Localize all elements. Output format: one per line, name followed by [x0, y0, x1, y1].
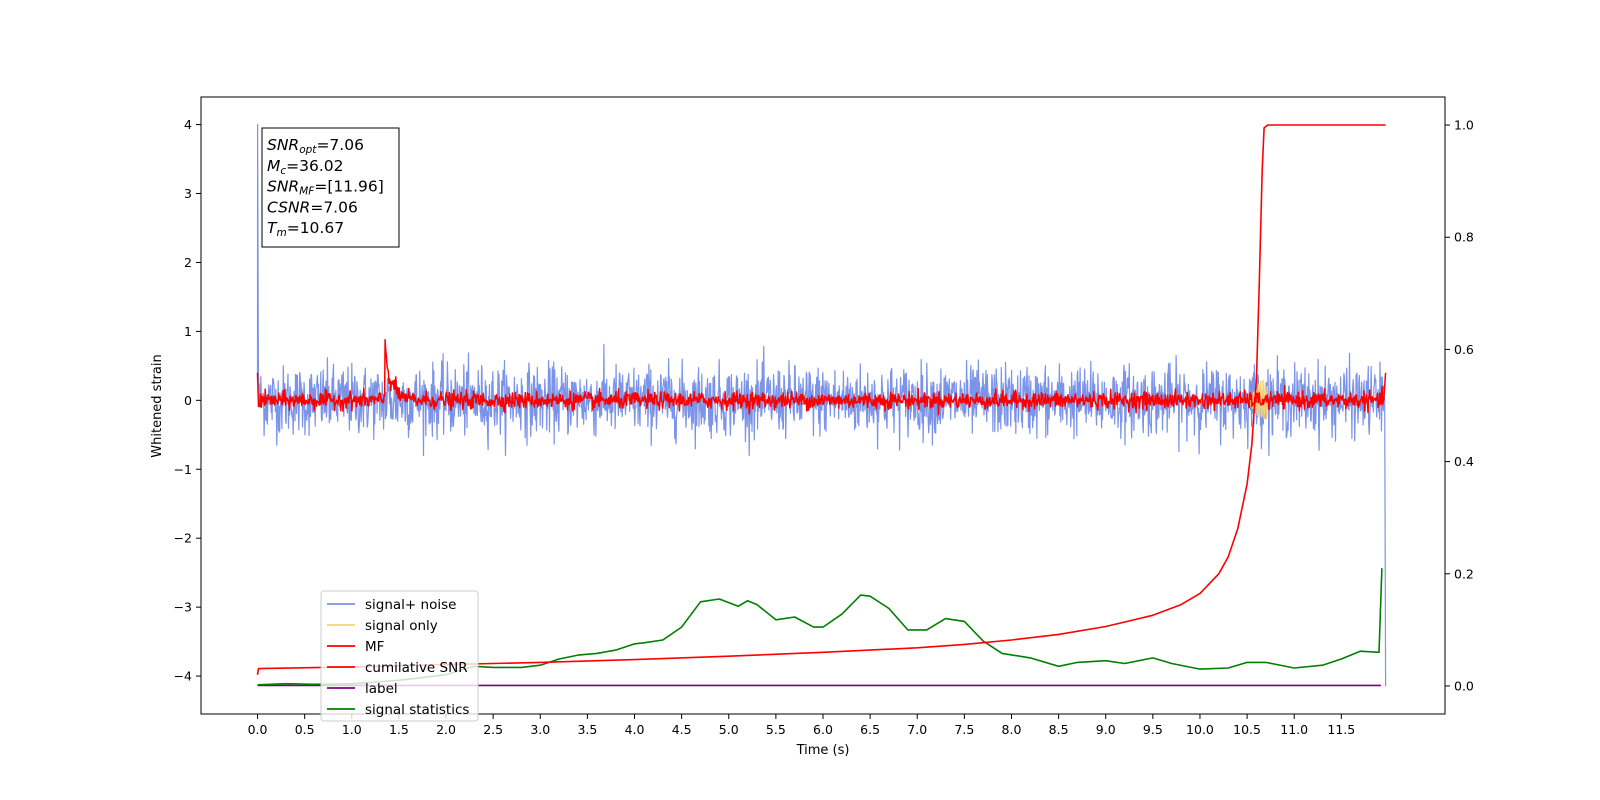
series-mf [256, 339, 1387, 416]
y-tick-label: 0 [184, 393, 192, 408]
x-tick-label: 4.0 [625, 722, 645, 737]
legend-label: cumilative SNR [365, 660, 468, 676]
annotation-value: =[11.96] [314, 178, 383, 196]
x-tick-label: 7.0 [907, 722, 927, 737]
annotation-value: =7.06 [316, 136, 364, 154]
annotation-line: CSNR=7.06 [267, 198, 358, 216]
legend: signal+ noise signal only MF cumilative SNR… [320, 590, 479, 722]
annotation-box: SNRopt=7.06Mc=36.02SNRMF=[11.96]CSNR=7.0… [261, 127, 400, 248]
annotation-sub: c [280, 165, 286, 177]
y2-tick-label: 0.4 [1454, 454, 1474, 469]
y-tick-label: −2 [174, 531, 192, 546]
series-signal-statistics [257, 568, 1383, 686]
annotation-line: SNRopt=7.06 [267, 136, 364, 156]
y-axis-left: 4 3 2 1 0 −2 −3 −4 −1 [174, 117, 201, 684]
annotation-value: =36.02 [286, 157, 343, 175]
annotation-var: M [267, 157, 280, 175]
x-tick-label: 8.5 [1049, 722, 1069, 737]
x-tick-label: 10.5 [1233, 722, 1261, 737]
annotation-sub: opt [299, 144, 317, 156]
x-tick-label: 2.5 [483, 722, 503, 737]
y-axis-label: Whitened strain [150, 354, 165, 457]
y-tick-label: 3 [184, 186, 192, 201]
y-axis-right: 1.0 0.8 0.6 0.4 0.2 0.0 [1445, 118, 1474, 693]
x-tick-label: 9.0 [1096, 722, 1116, 737]
y2-tick-label: 0.2 [1454, 566, 1474, 581]
legend-label: label [365, 681, 398, 697]
x-tick-label: 3.5 [577, 722, 597, 737]
y-tick-label: 1 [184, 324, 192, 339]
series-cumulative-snr [256, 124, 1386, 675]
legend-label: signal+ noise [365, 597, 456, 613]
y-tick-label: −1 [174, 462, 192, 477]
y2-tick-label: 0.8 [1454, 230, 1474, 245]
y-tick-label: 4 [184, 117, 192, 132]
annotation-line: Mc=36.02 [267, 157, 344, 177]
annotation-line: SNRMF=[11.96] [267, 178, 384, 198]
y-tick-label: −3 [174, 600, 192, 615]
y2-tick-label: 0.0 [1454, 678, 1474, 693]
x-tick-label: 9.5 [1143, 722, 1163, 737]
x-axis-label: Time (s) [796, 743, 850, 758]
y2-tick-label: 0.6 [1454, 342, 1474, 357]
annotation-sub: MF [299, 186, 315, 198]
x-tick-label: 10.0 [1186, 722, 1214, 737]
x-tick-label: 0.5 [295, 722, 315, 737]
legend-label: MF [365, 639, 384, 655]
x-tick-label: 1.0 [342, 722, 362, 737]
x-tick-label: 7.5 [954, 722, 974, 737]
annotation-var: CSNR [267, 198, 310, 216]
annotation-line: Tm=10.67 [267, 219, 344, 239]
x-tick-label: 5.5 [766, 722, 786, 737]
x-tick-label: 2.0 [436, 722, 456, 737]
x-tick-label: 11.0 [1280, 722, 1308, 737]
x-tick-label: 1.5 [389, 722, 409, 737]
y-tick-label: 2 [184, 255, 192, 270]
x-axis: 0.0 0.5 1.0 1.5 2.0 2.5 3.0 3.5 4.0 4.5 5.0 5.5 6.0 6… [248, 714, 1355, 737]
x-tick-label: 11.5 [1327, 722, 1355, 737]
legend-label: signal only [365, 618, 438, 634]
x-tick-label: 3.0 [530, 722, 550, 737]
x-tick-label: 4.5 [672, 722, 692, 737]
annotation-var: T [267, 219, 278, 237]
x-tick-label: 6.0 [813, 722, 833, 737]
x-tick-label: 6.5 [860, 722, 880, 737]
annotation-var: SNR [267, 178, 299, 196]
x-tick-label: 8.0 [1002, 722, 1022, 737]
annotation-value: =10.67 [287, 219, 344, 237]
x-tick-label: 0.0 [248, 722, 268, 737]
x-tick-label: 5.0 [719, 722, 739, 737]
annotation-sub: m [276, 227, 286, 239]
legend-label: signal statistics [365, 702, 469, 718]
legend-frame [320, 590, 479, 722]
y-tick-label: −4 [174, 669, 192, 684]
annotation-var: SNR [267, 136, 299, 154]
y2-tick-label: 1.0 [1454, 118, 1474, 133]
annotation-value: =7.06 [310, 198, 358, 216]
series-signal-noise [256, 124, 1387, 687]
annotation-frame [261, 127, 400, 248]
